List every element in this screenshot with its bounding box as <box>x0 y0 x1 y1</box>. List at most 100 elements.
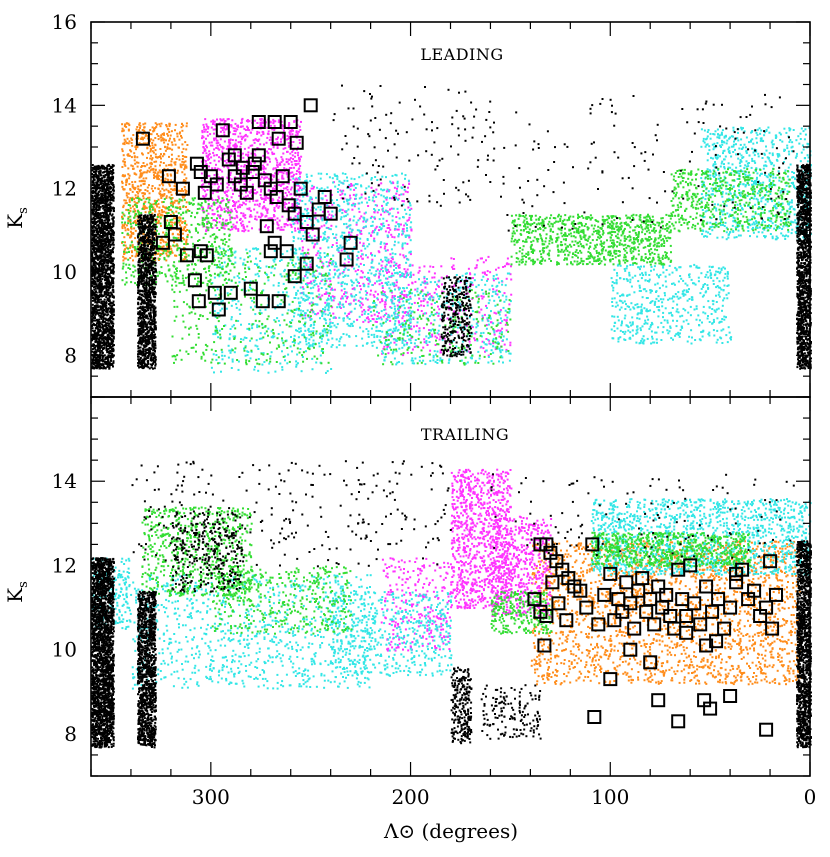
cyan-point <box>296 362 299 365</box>
magenta-point <box>398 306 401 309</box>
magenta-point <box>243 186 246 189</box>
orange-point <box>150 158 153 161</box>
cyan-point <box>336 204 339 206</box>
cyan-point <box>499 317 502 320</box>
cyan-point <box>668 273 671 276</box>
magenta-point <box>340 197 343 200</box>
cyan-point <box>324 308 327 311</box>
cyan-point <box>685 319 688 322</box>
magenta-point <box>401 317 404 320</box>
magenta-point <box>388 226 391 229</box>
magenta-point <box>407 186 409 189</box>
orange-point <box>128 177 131 180</box>
cyan-point <box>332 260 335 263</box>
magenta-point <box>224 124 227 127</box>
orange-point <box>130 164 133 167</box>
magenta-point <box>224 219 227 222</box>
cyan-point <box>220 370 222 373</box>
orange-point <box>131 165 134 168</box>
magenta-point <box>482 347 485 350</box>
cyan-point <box>231 325 234 328</box>
magenta-point <box>225 128 228 131</box>
orange-point <box>160 153 162 156</box>
orange-point <box>140 137 143 140</box>
cyan-point <box>711 265 714 268</box>
orange-point <box>165 211 168 214</box>
magenta-point <box>492 279 495 282</box>
magenta-point <box>480 295 483 298</box>
magenta-point <box>238 194 241 197</box>
cyan-point <box>331 288 334 291</box>
cyan-point <box>365 342 368 345</box>
cyan-point <box>656 282 659 285</box>
cyan-point <box>400 193 403 196</box>
magenta-point <box>400 325 403 328</box>
orange-point <box>138 129 141 132</box>
cyan-point <box>631 316 634 319</box>
magenta-point <box>271 199 274 202</box>
orange-point <box>177 146 180 149</box>
orange-point <box>154 165 157 168</box>
magenta-point <box>225 161 228 164</box>
orange-point <box>170 174 173 177</box>
cyan-point <box>374 228 376 231</box>
cyan-point <box>477 350 480 353</box>
cyan-point <box>394 240 396 243</box>
magenta-point <box>489 321 492 324</box>
cyan-point <box>355 279 358 282</box>
magenta-point <box>233 204 236 207</box>
cyan-point <box>718 321 721 324</box>
cyan-point <box>388 190 390 193</box>
magenta-point <box>383 345 386 348</box>
magenta-point <box>360 302 363 305</box>
cyan-point <box>316 303 319 306</box>
magenta-point <box>262 154 265 157</box>
magenta-point <box>218 148 221 151</box>
magenta-point <box>438 285 440 288</box>
cyan-point <box>374 191 377 194</box>
magenta-point <box>370 186 373 189</box>
cyan-point <box>319 252 322 254</box>
magenta-point <box>367 309 370 312</box>
orange-point <box>181 160 184 163</box>
orange-point <box>162 162 165 164</box>
cyan-point <box>718 280 721 283</box>
cyan-point <box>680 277 683 280</box>
magenta-point <box>291 203 294 205</box>
magenta-point <box>211 183 214 186</box>
cyan-point <box>337 268 340 271</box>
cyan-point <box>242 338 245 341</box>
magenta-point <box>314 217 317 220</box>
orange-point <box>179 219 182 222</box>
orange-point <box>180 126 183 129</box>
magenta-point <box>440 265 443 268</box>
orange-point <box>133 156 136 159</box>
magenta-point <box>418 269 421 272</box>
magenta-point <box>294 155 296 158</box>
magenta-point <box>425 295 428 298</box>
cyan-point <box>309 196 312 199</box>
cyan-point <box>644 271 647 274</box>
magenta-point <box>225 224 228 227</box>
orange-point <box>178 233 180 236</box>
orange-point <box>181 232 184 235</box>
orange-point <box>171 148 174 151</box>
magenta-point <box>412 273 415 276</box>
magenta-point <box>205 137 207 140</box>
cyan-point <box>676 295 679 298</box>
magenta-point <box>298 160 301 163</box>
magenta-point <box>243 127 246 130</box>
orange-point <box>150 162 153 165</box>
cyan-point <box>257 275 260 278</box>
cyan-point <box>302 298 305 300</box>
cyan-point <box>371 254 373 257</box>
magenta-point <box>283 201 286 204</box>
cyan-point <box>310 301 313 304</box>
cyan-point <box>345 222 348 225</box>
orange-point <box>163 189 166 192</box>
orange-point <box>157 198 160 201</box>
cyan-point <box>612 337 615 340</box>
magenta-point <box>283 163 286 166</box>
cyan-point <box>487 320 490 323</box>
orange-point <box>144 142 147 145</box>
